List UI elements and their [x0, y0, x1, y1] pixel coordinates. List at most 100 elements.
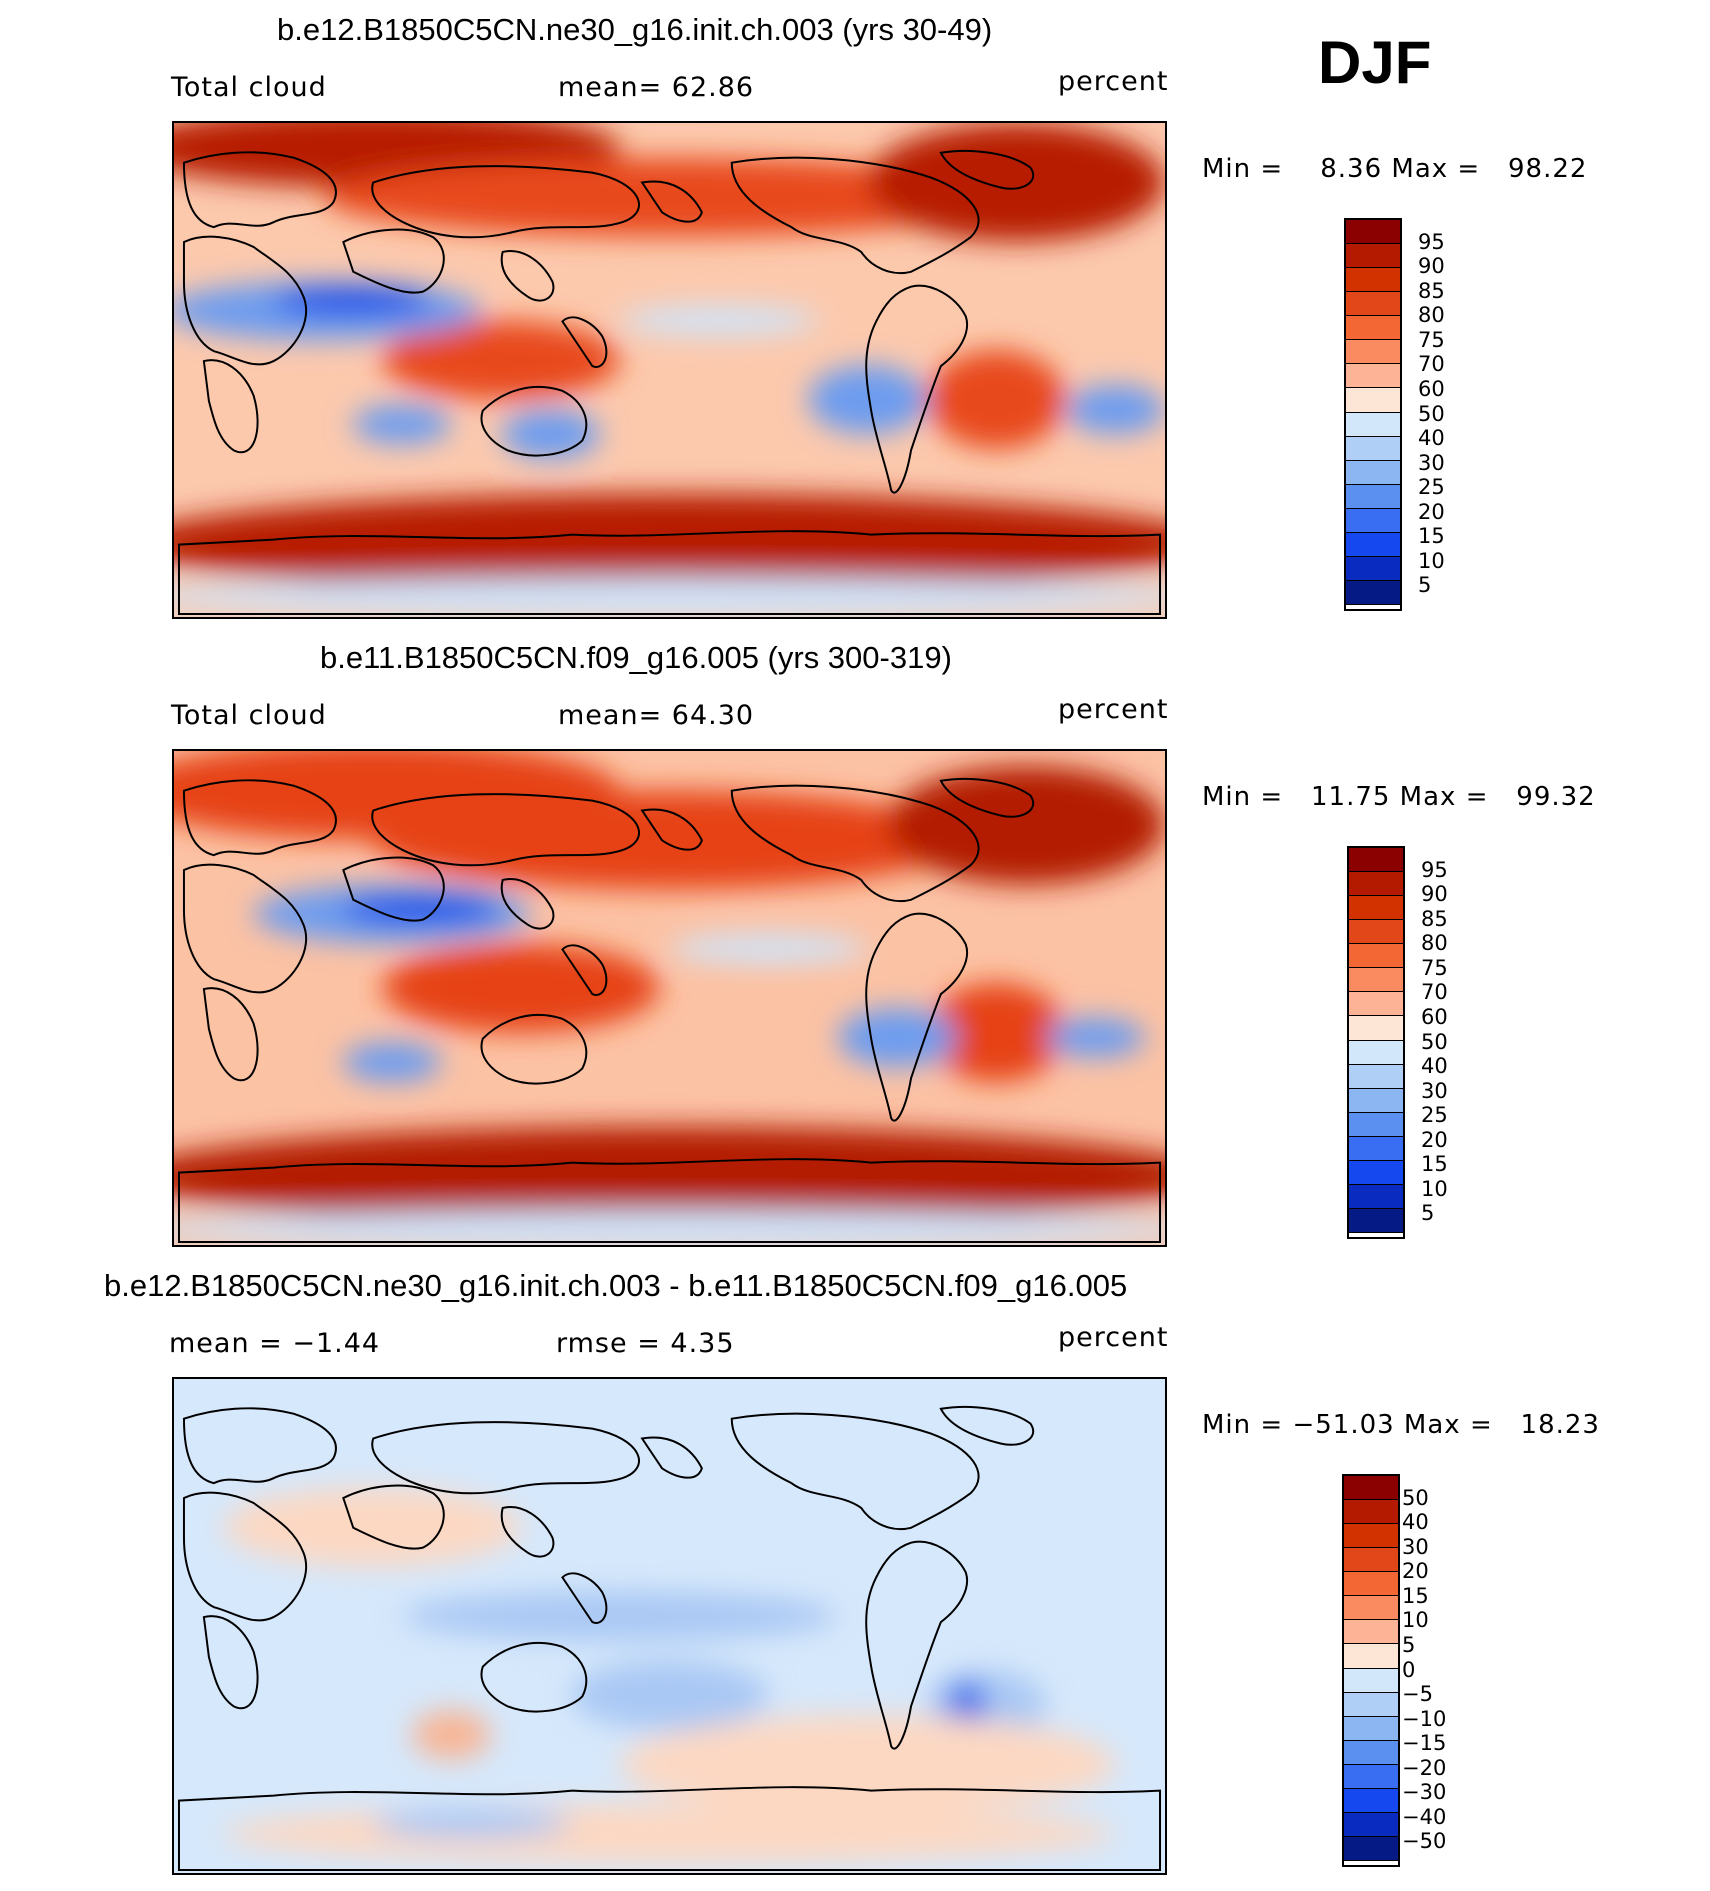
coastline	[480, 386, 588, 457]
panel-2-minmax: Min = 11.75 Max = 99.32	[1202, 782, 1596, 812]
coastline	[640, 180, 703, 223]
contour-region	[342, 1042, 442, 1082]
panel-2-title: b.e11.B1850C5CN.f09_g16.005 (yrs 300-319…	[320, 640, 952, 675]
colorbar-label: 30	[1402, 1534, 1429, 1559]
colorbar-label: 50	[1421, 1029, 1448, 1054]
coastline	[640, 808, 703, 851]
colorbar-segment	[1349, 1112, 1403, 1137]
panel-1-title: b.e12.B1850C5CN.ne30_g16.init.ch.003 (yr…	[277, 12, 993, 47]
colorbar-segment	[1349, 872, 1403, 897]
colorbar-segment	[1349, 896, 1403, 921]
coastline	[730, 156, 980, 274]
colorbar-label: 90	[1421, 882, 1448, 907]
colorbar-label: 15	[1421, 1152, 1448, 1177]
colorbar-label: 5	[1418, 573, 1432, 598]
colorbar-label: −15	[1402, 1731, 1447, 1756]
colorbar-segment	[1346, 508, 1400, 533]
coastline	[500, 250, 555, 302]
colorbar-segment	[1346, 412, 1400, 437]
coastline	[371, 1421, 640, 1495]
colorbar-segment	[1344, 1692, 1398, 1717]
contour-region	[1046, 1017, 1146, 1058]
coastline	[561, 316, 608, 368]
panel-3-difference-field	[174, 1379, 1165, 1873]
coastline	[371, 165, 640, 239]
colorbar-label: 5	[1402, 1632, 1416, 1657]
colorbar-label: 25	[1421, 1103, 1448, 1128]
coastline	[177, 530, 1162, 616]
contour-region	[927, 350, 1066, 450]
contour-region	[570, 1660, 769, 1730]
colorbar-label: 30	[1418, 450, 1445, 475]
panel-2-mean: mean= 64.30	[558, 700, 755, 731]
colorbar-segment	[1346, 556, 1400, 581]
contour-region	[174, 577, 1165, 617]
contour-region	[1065, 384, 1165, 435]
panel-3-colorbar	[1342, 1474, 1400, 1867]
panel-1-mean: mean= 62.86	[558, 72, 755, 103]
colorbar-segment	[1349, 992, 1403, 1017]
colorbar-label: 75	[1421, 955, 1448, 980]
contour-region	[174, 493, 1165, 593]
colorbar-label: −40	[1402, 1804, 1447, 1829]
contour-region	[174, 1126, 1165, 1226]
colorbar-segment	[1344, 1716, 1398, 1741]
coastline	[177, 1786, 1162, 1872]
colorbar-segment	[1349, 1184, 1403, 1209]
colorbar-segment	[1344, 1644, 1398, 1669]
colorbar-segment	[1346, 316, 1400, 341]
coastline	[177, 1158, 1162, 1244]
panel-3-minmax: Min = −51.03 Max = 18.23	[1202, 1410, 1600, 1440]
colorbar-segment	[1344, 1500, 1398, 1525]
colorbar-label: −30	[1402, 1780, 1447, 1805]
contour-region	[619, 1714, 1116, 1814]
contour-region	[411, 1709, 492, 1760]
colorbar-label: −50	[1402, 1829, 1447, 1854]
coastline	[182, 151, 337, 229]
contour-region	[382, 943, 660, 1033]
colorbar-segment	[1349, 1064, 1403, 1089]
contour-region	[619, 305, 819, 336]
contour-region	[837, 1007, 957, 1068]
colorbar-label: 70	[1418, 352, 1445, 377]
colorbar-segment	[1346, 580, 1400, 605]
contour-region	[401, 1591, 838, 1641]
coastline	[500, 1506, 555, 1558]
coastline	[182, 1491, 308, 1622]
colorbar-segment	[1349, 1208, 1403, 1233]
contour-region	[322, 157, 1017, 237]
colorbar-segment	[1344, 1764, 1398, 1789]
coastline	[865, 912, 968, 1122]
contour-region	[273, 286, 432, 316]
colorbar-label: 10	[1402, 1608, 1429, 1633]
coastline	[640, 1436, 703, 1479]
coastline	[202, 987, 259, 1082]
colorbar-label: 50	[1402, 1485, 1429, 1510]
colorbar-label: 10	[1421, 1176, 1448, 1201]
colorbar-label: 15	[1418, 524, 1445, 549]
colorbar-segment	[1346, 388, 1400, 413]
contour-region	[887, 765, 1165, 885]
coastline	[371, 793, 640, 867]
coastline	[182, 779, 337, 857]
coastline	[865, 1540, 968, 1750]
colorbar-segment	[1346, 532, 1400, 557]
colorbar-segment	[1349, 1088, 1403, 1113]
coastline	[480, 1014, 588, 1085]
colorbar-segment	[1344, 1812, 1398, 1837]
panel-2-units: percent	[1058, 694, 1169, 725]
colorbar-label: 40	[1402, 1510, 1429, 1535]
colorbar-segment	[1344, 1548, 1398, 1573]
colorbar-label: 80	[1418, 303, 1445, 328]
panel-2-colorbar	[1347, 846, 1405, 1239]
coastline	[202, 1615, 259, 1710]
colorbar-segment	[1349, 1160, 1403, 1185]
coastline	[939, 777, 1034, 818]
colorbar-label: −5	[1402, 1682, 1433, 1707]
contour-region	[669, 933, 868, 964]
coastline	[342, 856, 445, 922]
colorbar-label: 95	[1421, 857, 1448, 882]
colorbar-label: 5	[1421, 1201, 1435, 1226]
coastline	[342, 1484, 445, 1550]
colorbar-segment	[1349, 968, 1403, 993]
